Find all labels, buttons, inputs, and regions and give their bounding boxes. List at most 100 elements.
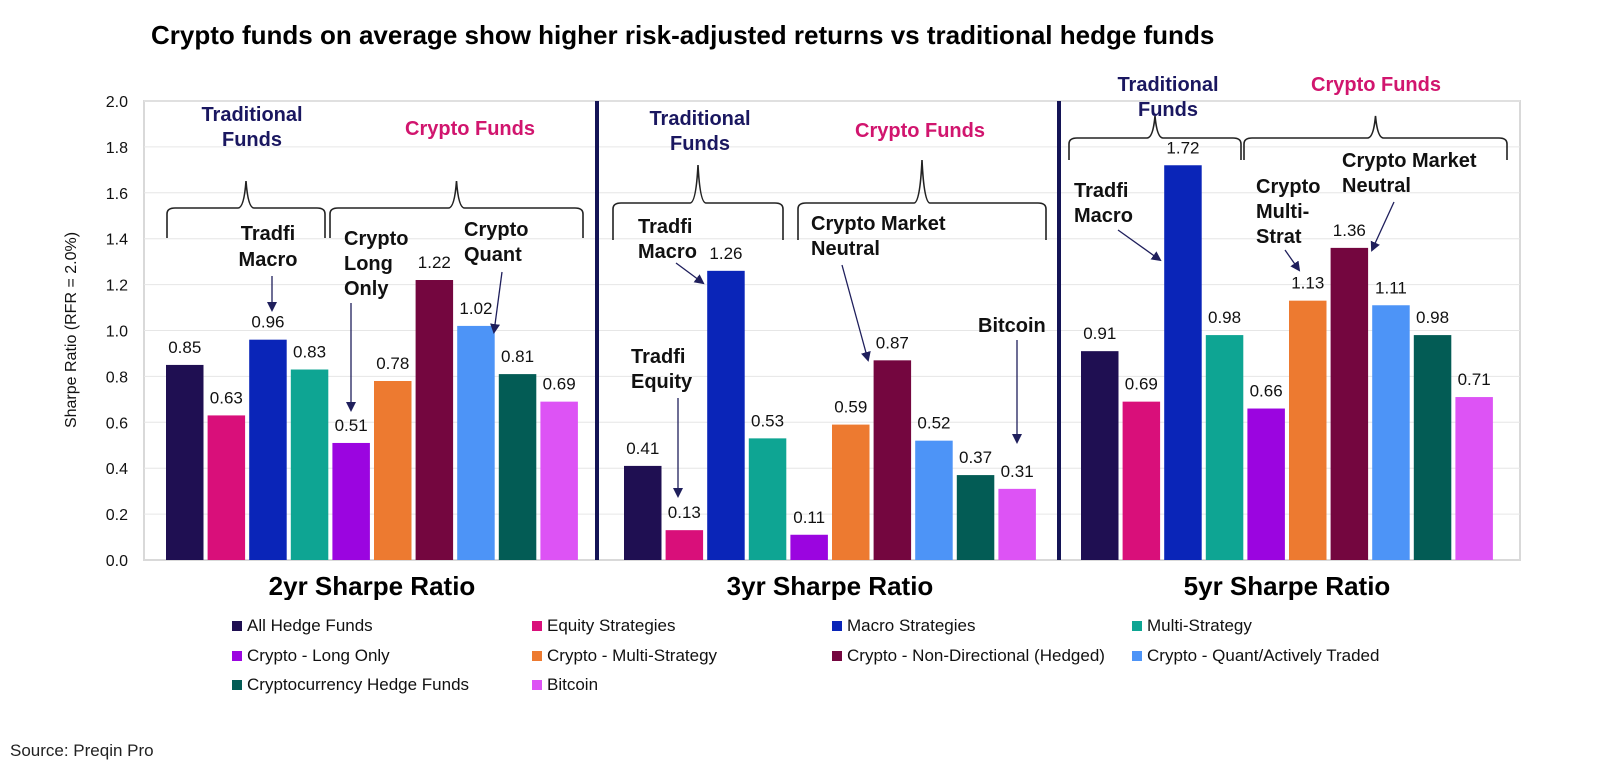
annotation-arrow bbox=[675, 262, 705, 285]
legend-label: Crypto - Quant/Actively Traded bbox=[1147, 646, 1380, 665]
bar-value-label: 0.69 bbox=[1125, 375, 1158, 394]
bar bbox=[249, 339, 287, 560]
y-tick-label: 0.4 bbox=[106, 461, 128, 478]
bar bbox=[707, 270, 745, 560]
bar bbox=[1122, 401, 1161, 560]
bar bbox=[1164, 165, 1202, 560]
bar-value-label: 1.22 bbox=[418, 253, 451, 272]
legend-label: Crypto - Multi-Strategy bbox=[547, 646, 718, 665]
legend-item: Multi-Strategy bbox=[1132, 616, 1252, 636]
bar-value-label: 0.37 bbox=[959, 448, 992, 467]
annotation-label: Tradfi bbox=[1074, 180, 1128, 202]
y-tick-label: 0.2 bbox=[106, 507, 128, 524]
bar bbox=[1205, 335, 1244, 560]
annotation-label: Tradfi bbox=[631, 346, 685, 368]
bar bbox=[956, 475, 995, 560]
annotation-label: Neutral bbox=[811, 238, 880, 260]
y-tick-label: 1.0 bbox=[106, 324, 128, 341]
bar-value-label: 0.69 bbox=[543, 375, 576, 394]
bar-value-label: 0.63 bbox=[210, 388, 243, 407]
annotation-label: Crypto Market bbox=[1342, 150, 1477, 172]
bar-value-label: 0.53 bbox=[751, 411, 784, 430]
bar-value-label: 0.59 bbox=[834, 398, 867, 417]
group-label-crypto: Crypto Funds bbox=[855, 120, 985, 142]
legend-swatch bbox=[1132, 621, 1142, 631]
bar-value-label: 0.51 bbox=[335, 416, 368, 435]
group-bracket bbox=[1068, 115, 1242, 160]
annotation-label: Crypto bbox=[344, 228, 408, 250]
bar-value-label: 0.87 bbox=[876, 333, 909, 352]
bar-value-label: 1.72 bbox=[1166, 138, 1199, 157]
group-label-crypto: Crypto Funds bbox=[405, 118, 535, 140]
legend-swatch bbox=[832, 651, 842, 661]
bar bbox=[1455, 397, 1493, 560]
annotation-label: Strat bbox=[1256, 226, 1302, 248]
bar-value-label: 0.78 bbox=[376, 354, 409, 373]
bar-value-label: 0.98 bbox=[1208, 308, 1241, 327]
legend-item: Crypto - Multi-Strategy bbox=[532, 646, 717, 666]
annotation-label: Quant bbox=[464, 244, 522, 266]
annotation-label: Crypto Market bbox=[811, 213, 946, 235]
bar bbox=[290, 369, 329, 560]
legend-label: Crypto - Non-Directional (Hedged) bbox=[847, 646, 1105, 665]
bar-value-label: 0.81 bbox=[501, 347, 534, 366]
group-label-traditional: Traditional bbox=[201, 104, 302, 126]
bar bbox=[457, 325, 495, 560]
legend-swatch bbox=[532, 651, 542, 661]
legend-item: Cryptocurrency Hedge Funds bbox=[232, 675, 469, 695]
legend-swatch bbox=[232, 621, 242, 631]
bar-value-label: 0.41 bbox=[626, 439, 659, 458]
annotation-label: Macro bbox=[239, 249, 298, 271]
legend-label: Bitcoin bbox=[547, 675, 599, 694]
bar-value-label: 1.36 bbox=[1333, 221, 1366, 240]
legend-item: Macro Strategies bbox=[832, 616, 976, 636]
legend-item: Crypto - Long Only bbox=[232, 646, 390, 666]
bar-value-label: 1.11 bbox=[1375, 278, 1407, 297]
bar-value-label: 0.98 bbox=[1416, 308, 1449, 327]
annotation-label: Equity bbox=[631, 371, 693, 393]
legend-label: Equity Strategies bbox=[547, 616, 676, 635]
annotation-label: Neutral bbox=[1342, 175, 1411, 197]
legend-label: Crypto - Long Only bbox=[247, 646, 390, 665]
y-axis-label: Sharpe Ratio (RFR = 2.0%) bbox=[63, 232, 80, 428]
annotation-arrow bbox=[490, 271, 503, 334]
annotation-label: Long bbox=[344, 253, 393, 275]
bar-value-label: 0.31 bbox=[1001, 462, 1034, 481]
bar-value-label: 0.13 bbox=[668, 503, 701, 522]
bar bbox=[1289, 300, 1327, 560]
bar bbox=[873, 360, 912, 560]
legend-label: Cryptocurrency Hedge Funds bbox=[247, 675, 470, 694]
bar bbox=[832, 424, 870, 560]
bar bbox=[374, 380, 412, 560]
legend-item: All Hedge Funds bbox=[232, 616, 373, 636]
y-tick-label: 0.0 bbox=[106, 553, 128, 570]
bar bbox=[498, 374, 537, 560]
group-label-traditional: Funds bbox=[222, 129, 282, 151]
y-tick-label: 0.6 bbox=[106, 415, 128, 432]
legend-swatch bbox=[232, 651, 242, 661]
bar-value-label: 0.83 bbox=[293, 343, 326, 362]
bar bbox=[1247, 408, 1285, 560]
annotation-arrow bbox=[1117, 229, 1162, 262]
bar-value-label: 0.66 bbox=[1250, 382, 1283, 401]
annotation-arrow bbox=[1370, 201, 1395, 252]
bar bbox=[1081, 351, 1119, 560]
group-bracket bbox=[1243, 115, 1508, 160]
legend-label: Multi-Strategy bbox=[1147, 616, 1252, 635]
bar bbox=[1330, 247, 1369, 560]
annotation-label: Tradfi bbox=[241, 223, 295, 245]
legend-swatch bbox=[532, 621, 542, 631]
panel-label: 2yr Sharpe Ratio bbox=[269, 571, 476, 600]
annotation-label: Tradfi bbox=[638, 216, 692, 238]
legend-item: Crypto - Quant/Actively Traded bbox=[1132, 646, 1379, 666]
group-bracket bbox=[612, 164, 784, 240]
legend-swatch bbox=[232, 680, 242, 690]
bar-value-label: 0.91 bbox=[1083, 324, 1116, 343]
bar bbox=[166, 364, 204, 560]
bar bbox=[1413, 335, 1452, 560]
group-label-crypto: Crypto Funds bbox=[1311, 74, 1441, 96]
bar bbox=[915, 440, 953, 560]
annotation-label: Bitcoin bbox=[978, 315, 1046, 337]
bar-value-label: 1.26 bbox=[709, 244, 742, 263]
group-bracket bbox=[329, 180, 584, 238]
